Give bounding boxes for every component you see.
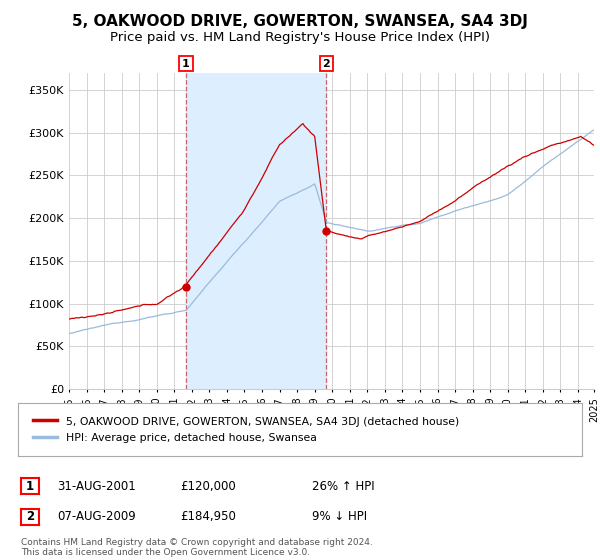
Text: 07-AUG-2009: 07-AUG-2009 (57, 510, 136, 524)
Text: Price paid vs. HM Land Registry's House Price Index (HPI): Price paid vs. HM Land Registry's House … (110, 31, 490, 44)
Text: 1: 1 (26, 479, 34, 493)
Text: 2: 2 (323, 59, 330, 69)
Text: 5, OAKWOOD DRIVE, GOWERTON, SWANSEA, SA4 3DJ: 5, OAKWOOD DRIVE, GOWERTON, SWANSEA, SA4… (72, 14, 528, 29)
Text: 1: 1 (182, 59, 190, 69)
Text: Contains HM Land Registry data © Crown copyright and database right 2024.
This d: Contains HM Land Registry data © Crown c… (21, 538, 373, 557)
Text: 31-AUG-2001: 31-AUG-2001 (57, 479, 136, 493)
Text: 2: 2 (26, 510, 34, 524)
Bar (186, 73, 326, 389)
Legend: 5, OAKWOOD DRIVE, GOWERTON, SWANSEA, SA4 3DJ (detached house), HPI: Average pric: 5, OAKWOOD DRIVE, GOWERTON, SWANSEA, SA4… (29, 412, 463, 447)
Text: 9% ↓ HPI: 9% ↓ HPI (312, 510, 367, 524)
Text: £184,950: £184,950 (180, 510, 236, 524)
Text: 26% ↑ HPI: 26% ↑ HPI (312, 479, 374, 493)
Text: £120,000: £120,000 (180, 479, 236, 493)
